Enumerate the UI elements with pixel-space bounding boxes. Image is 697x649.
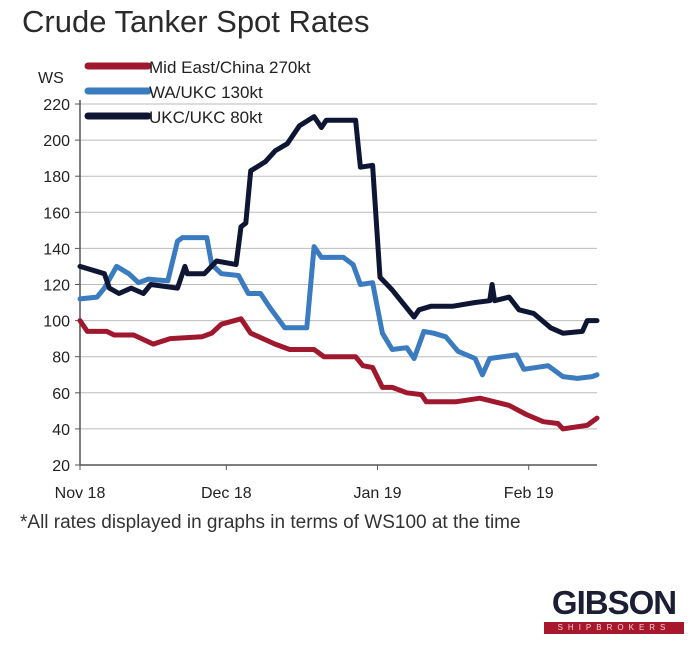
plot-area: 20 40 60 80 100 120 140 160 180 200 220 Nov 18 Dec 1…	[38, 58, 600, 502]
logo-sub-text: SHIPBROKERS	[544, 622, 684, 634]
y-tick-label: 100	[43, 314, 70, 331]
y-tick-label: 80	[52, 350, 70, 367]
y-axis-label: WS	[38, 70, 64, 87]
x-tick-label: Dec 18	[201, 485, 252, 502]
y-tick-label: 60	[52, 386, 70, 403]
x-tick-label: Jan 19	[353, 485, 401, 502]
footnote: *All rates displayed in graphs in terms …	[20, 512, 521, 533]
series-line-0	[77, 316, 600, 432]
y-tick-label: 140	[43, 241, 70, 258]
logo-main-text: GIBSON	[551, 584, 677, 621]
y-tick-label: 220	[43, 97, 70, 114]
y-tick-label: 160	[43, 205, 70, 222]
gibson-logo: GIBSON SHIPBROKERS	[544, 586, 684, 634]
y-tick-label: 40	[52, 422, 70, 439]
x-tick-label: Feb 19	[504, 485, 554, 502]
legend-label-1: WA/UKC 130kt	[149, 83, 263, 102]
series-line-2	[77, 114, 600, 336]
y-tick-label: 200	[43, 133, 70, 150]
x-tick-label: Nov 18	[55, 485, 106, 502]
chart-title: Crude Tanker Spot Rates	[22, 4, 370, 39]
legend-label-0: Mid East/China 270kt	[149, 58, 311, 77]
y-tick-label: 120	[43, 278, 70, 295]
y-tick-label: 180	[43, 169, 70, 186]
series-line-1	[77, 235, 600, 381]
legend-label-2: UKC/UKC 80kt	[149, 108, 263, 127]
y-tick-label: 20	[52, 458, 70, 475]
